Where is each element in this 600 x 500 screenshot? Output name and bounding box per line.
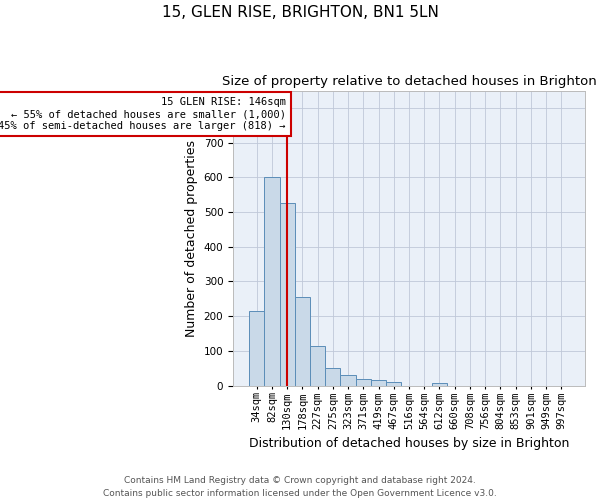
Bar <box>295 297 310 386</box>
Bar <box>249 311 264 386</box>
X-axis label: Distribution of detached houses by size in Brighton: Distribution of detached houses by size … <box>249 437 569 450</box>
Bar <box>264 178 280 386</box>
Title: Size of property relative to detached houses in Brighton: Size of property relative to detached ho… <box>221 75 596 88</box>
Bar <box>280 204 295 386</box>
Bar <box>386 382 401 386</box>
Bar <box>356 380 371 386</box>
Bar <box>310 346 325 386</box>
Bar <box>325 368 340 386</box>
Text: 15, GLEN RISE, BRIGHTON, BN1 5LN: 15, GLEN RISE, BRIGHTON, BN1 5LN <box>161 5 439 20</box>
Y-axis label: Number of detached properties: Number of detached properties <box>185 140 198 336</box>
Text: Contains HM Land Registry data © Crown copyright and database right 2024.
Contai: Contains HM Land Registry data © Crown c… <box>103 476 497 498</box>
Bar <box>340 375 356 386</box>
Bar <box>432 383 447 386</box>
Text: 15 GLEN RISE: 146sqm
← 55% of detached houses are smaller (1,000)
45% of semi-de: 15 GLEN RISE: 146sqm ← 55% of detached h… <box>0 98 286 130</box>
Bar <box>371 380 386 386</box>
